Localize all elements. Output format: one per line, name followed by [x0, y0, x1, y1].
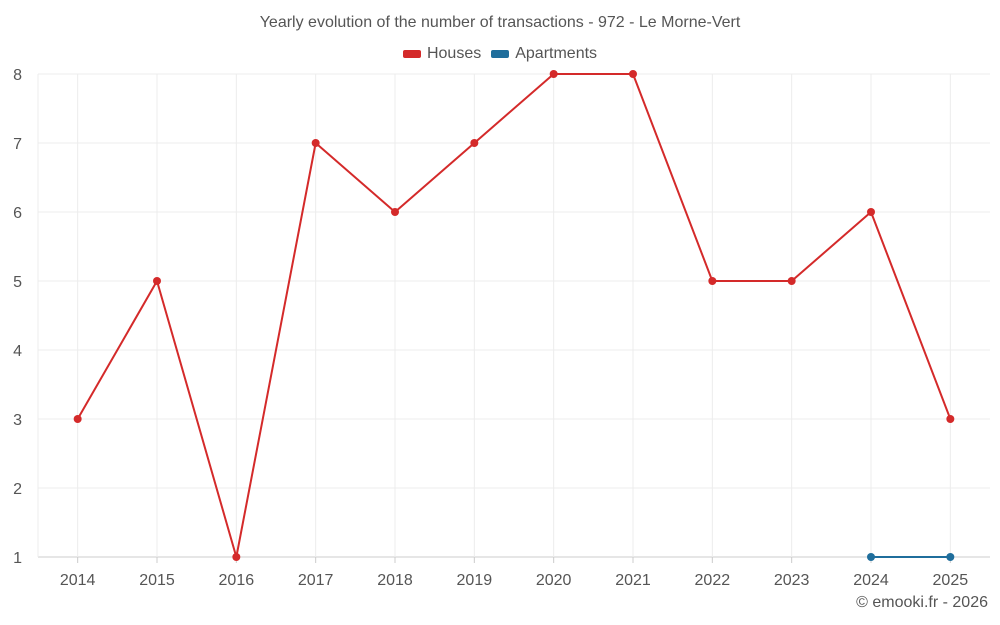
data-point-houses	[629, 70, 637, 78]
y-tick-label: 3	[13, 412, 22, 429]
x-tick-label: 2018	[377, 572, 413, 589]
data-point-houses	[946, 415, 955, 423]
legend-label-houses: Houses	[426, 45, 482, 62]
data-point-houses	[153, 277, 161, 285]
data-point-houses	[787, 277, 796, 285]
legend-label-apartments: Apartments	[515, 45, 598, 62]
y-tick-label: 6	[13, 205, 22, 222]
legend-swatch-apartments	[491, 50, 510, 58]
y-tick-label: 1	[13, 550, 22, 567]
data-point-houses	[470, 139, 479, 147]
legend-item-houses[interactable]: Houses	[402, 45, 482, 63]
x-tick-label: 2020	[536, 572, 572, 589]
x-tick-label: 2019	[457, 572, 493, 589]
credit-text: © emooki.fr - 2026	[856, 594, 988, 611]
x-tick-label: 2021	[615, 572, 651, 589]
y-tick-label: 4	[13, 343, 22, 360]
x-tick-label: 2017	[298, 572, 334, 589]
x-tick-label: 2025	[933, 572, 969, 589]
x-tick-label: 2022	[695, 572, 731, 589]
x-tick-label: 2023	[774, 572, 810, 589]
y-tick-label: 7	[13, 136, 22, 153]
y-tick-label: 8	[13, 67, 22, 84]
legend-item-apartments[interactable]: Apartments	[491, 45, 597, 63]
y-tick-label: 5	[13, 274, 22, 291]
data-point-houses	[549, 70, 558, 78]
x-tick-label: 2015	[139, 572, 175, 589]
data-point-houses	[708, 277, 717, 285]
legend-swatch-houses	[402, 50, 421, 58]
data-point-houses	[232, 553, 241, 561]
data-point-houses	[867, 208, 875, 216]
data-point-houses	[311, 139, 320, 147]
x-tick-label: 2016	[219, 572, 255, 589]
x-tick-label: 2024	[853, 572, 889, 589]
chart-title: Yearly evolution of the number of transa…	[259, 14, 741, 31]
legend: Houses Apartments	[0, 45, 1000, 63]
x-tick-label: 2014	[60, 572, 96, 589]
y-tick-label: 2	[13, 481, 22, 498]
data-point-houses	[73, 415, 82, 423]
data-point-houses	[391, 208, 399, 216]
data-point-apartments	[946, 553, 955, 561]
data-point-apartments	[867, 553, 875, 561]
series-line-houses	[76, 73, 952, 558]
